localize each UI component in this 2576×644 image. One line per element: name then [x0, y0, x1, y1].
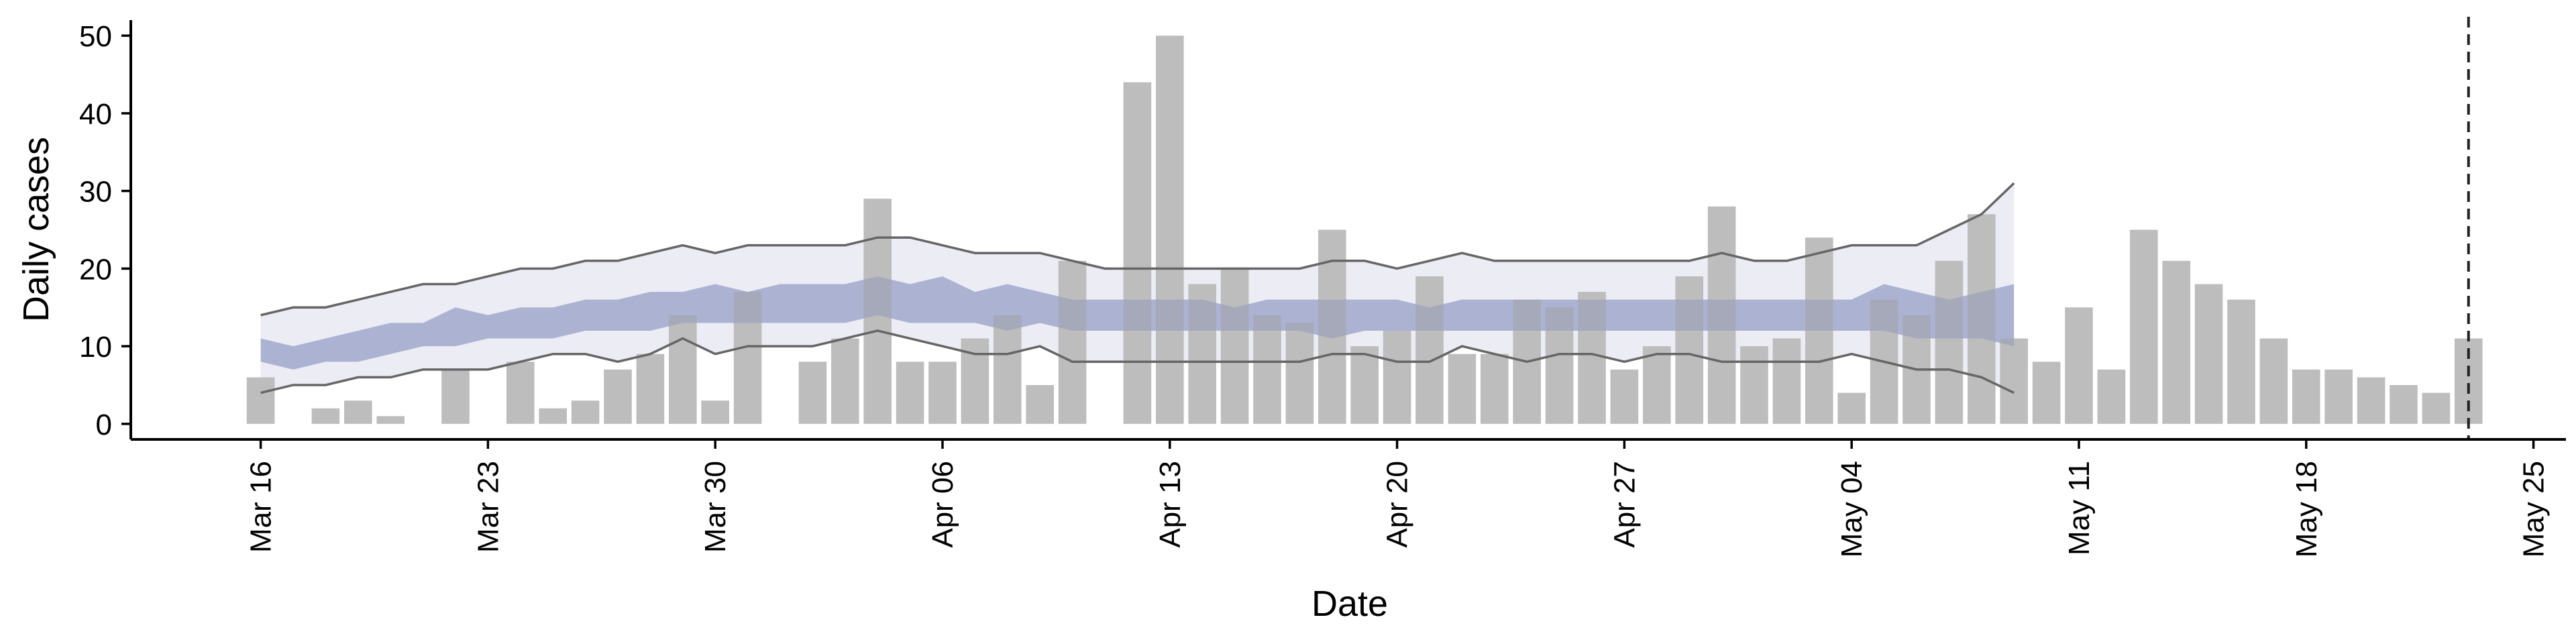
bar — [2324, 369, 2353, 424]
x-tick-label: Apr 27 — [1608, 461, 1641, 548]
bar — [993, 315, 1022, 424]
x-tick-label: May 18 — [2290, 461, 2323, 557]
bar — [604, 369, 632, 424]
bar — [830, 338, 859, 424]
y-tick-label: 40 — [79, 98, 112, 131]
bar — [1805, 237, 1833, 424]
bar — [2097, 369, 2126, 424]
bar — [1220, 268, 1249, 424]
bar — [668, 315, 697, 424]
x-tick-label: Apr 20 — [1381, 461, 1414, 548]
bar — [2032, 362, 2061, 424]
bar — [2390, 384, 2418, 424]
bar — [1123, 82, 1152, 424]
x-tick-label: Mar 16 — [245, 461, 278, 553]
bar — [1480, 354, 1509, 424]
bar — [1707, 206, 1736, 424]
bar — [539, 408, 568, 424]
bar — [311, 408, 340, 424]
bar — [2292, 369, 2320, 424]
bar — [1026, 384, 1055, 424]
bar — [1740, 346, 1768, 424]
bar — [1642, 346, 1671, 424]
y-tick-label: 10 — [79, 331, 112, 364]
bar — [2162, 260, 2191, 424]
bar — [928, 362, 957, 424]
bar — [2194, 284, 2223, 424]
bar — [798, 362, 827, 424]
bar — [2422, 392, 2451, 424]
bar — [636, 354, 665, 424]
bar — [733, 292, 762, 424]
x-tick-label: Mar 30 — [699, 461, 732, 553]
y-tick-label: 20 — [79, 253, 112, 286]
bar — [701, 400, 730, 424]
bar — [2357, 377, 2385, 424]
y-tick-label: 0 — [96, 409, 112, 441]
bar — [1675, 276, 1704, 424]
bar — [2259, 338, 2288, 424]
x-tick-label: May 25 — [2518, 461, 2551, 557]
bar — [1448, 354, 1477, 424]
bar — [1253, 315, 1281, 424]
bar — [1350, 346, 1379, 424]
y-ticks: 0 10 20 30 40 50 — [79, 20, 131, 441]
x-tick-label: Apr 06 — [926, 461, 959, 548]
x-ticks: Mar 16 Mar 23 Mar 30 Apr 06 Apr 13 Apr 20 Apr … — [245, 439, 2551, 557]
bar — [1967, 214, 1996, 424]
bar — [1578, 292, 1606, 424]
upper-bound-line — [260, 182, 2015, 317]
x-tick-label: May 11 — [2063, 461, 2096, 555]
bar — [1610, 369, 1639, 424]
bar — [863, 199, 892, 424]
bar — [1188, 284, 1217, 424]
projection-band-lines — [260, 182, 2015, 394]
x-tick-label: Mar 23 — [472, 461, 504, 553]
inner-band-overlay — [260, 276, 2015, 370]
bar — [246, 377, 275, 424]
x-tick-label: May 04 — [1835, 461, 1868, 557]
bar — [571, 400, 600, 424]
x-tick-label: Apr 13 — [1154, 461, 1187, 548]
y-tick-label: 50 — [79, 20, 112, 53]
bar — [2129, 229, 2158, 424]
bar — [2000, 338, 2029, 424]
bar — [1837, 392, 1866, 424]
bar — [1415, 276, 1444, 424]
bar — [343, 400, 372, 424]
bar — [1155, 36, 1184, 424]
x-axis-title: Date — [1311, 584, 1388, 624]
bar — [1383, 330, 1411, 424]
lower-bound-line — [260, 329, 2015, 394]
axes — [129, 20, 2566, 441]
y-tick-label: 30 — [79, 176, 112, 209]
bar — [1935, 260, 1964, 424]
bar — [896, 362, 924, 424]
bar — [1058, 260, 1087, 424]
bar — [506, 362, 535, 424]
bar — [1285, 323, 1314, 424]
bar — [2227, 299, 2255, 424]
y-axis-title: Daily cases — [16, 137, 56, 322]
bar — [376, 416, 405, 424]
bar-series — [246, 36, 2483, 424]
bar — [2065, 307, 2093, 424]
bar — [1545, 307, 1574, 424]
bar — [441, 369, 470, 424]
bar — [1772, 338, 1801, 424]
